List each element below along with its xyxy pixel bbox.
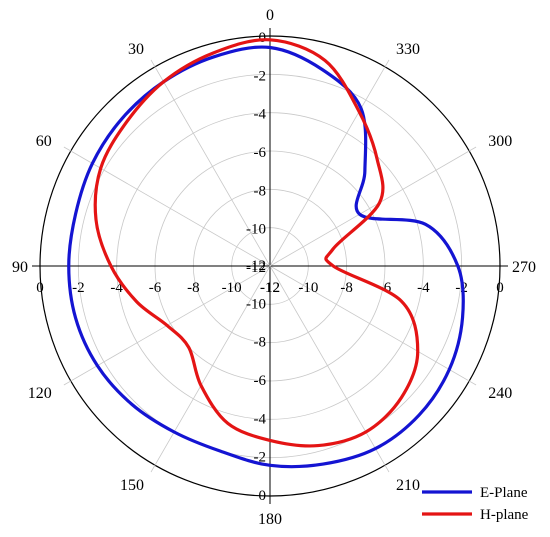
series-line-e-plane — [67, 45, 465, 469]
r-tick-label: -4 — [417, 280, 430, 296]
r-tick-label: 0 — [259, 30, 267, 46]
angle-tick-label: 30 — [128, 41, 144, 58]
plot-series — [67, 38, 465, 469]
legend: E-Plane H-plane — [422, 485, 529, 523]
r-tick-label: 0 — [259, 488, 267, 504]
legend-label: E-Plane — [480, 485, 528, 501]
grid-spoke — [269, 265, 390, 473]
r-tick-label: -12 — [246, 260, 266, 276]
r-tick-label: -6 — [254, 373, 267, 389]
r-tick-label: -6 — [254, 145, 267, 161]
r-tick-label: -10 — [246, 222, 266, 238]
grid-spoke — [269, 59, 390, 267]
r-tick-label: -10 — [222, 280, 242, 296]
angle-tick-label: 0 — [266, 7, 274, 24]
r-tick-label: -6 — [149, 280, 162, 296]
polar-grid — [32, 28, 508, 504]
r-tick-label: -2 — [254, 68, 267, 84]
angle-tick-label: 90 — [12, 259, 28, 276]
r-tick-label: -2 — [72, 280, 85, 296]
angle-tick-label: 60 — [36, 133, 52, 150]
angle-tick-label: 150 — [120, 477, 144, 494]
r-tick-label: -8 — [187, 280, 200, 296]
grid-spoke — [150, 59, 271, 267]
r-tick-label: -4 — [254, 411, 267, 427]
series-line-h-plane — [93, 38, 420, 448]
angle-tick-label: 240 — [488, 385, 512, 402]
grid-spoke — [269, 265, 477, 386]
r-tick-label: -12 — [260, 280, 280, 296]
legend-label: H-plane — [480, 507, 529, 523]
angle-tick-labels: 0 30 60 90 120 150 180 210 240 270 300 330 — [12, 7, 536, 528]
angle-tick-label: 300 — [488, 133, 512, 150]
r-tick-label: 0 — [36, 280, 44, 296]
r-tick-label: -10 — [246, 296, 266, 312]
angle-tick-label: 330 — [396, 41, 420, 58]
grid-spoke — [269, 146, 477, 267]
r-tick-label: 0 — [496, 280, 504, 296]
angle-tick-label: 210 — [396, 477, 420, 494]
r-tick-label: -12 — [260, 280, 280, 296]
angle-tick-label: 270 — [512, 259, 536, 276]
r-tick-label: -10 — [298, 280, 318, 296]
r-tick-label: -8 — [340, 280, 353, 296]
r-tick-label: -8 — [254, 183, 267, 199]
grid-spoke — [63, 146, 271, 267]
r-tick-label: -4 — [254, 107, 267, 123]
r-tick-label: -12 — [246, 258, 266, 274]
angle-tick-label: 120 — [28, 385, 52, 402]
angle-tick-label: 180 — [258, 511, 282, 528]
r-tick-label: -8 — [254, 335, 267, 351]
grid-spoke — [150, 265, 271, 473]
